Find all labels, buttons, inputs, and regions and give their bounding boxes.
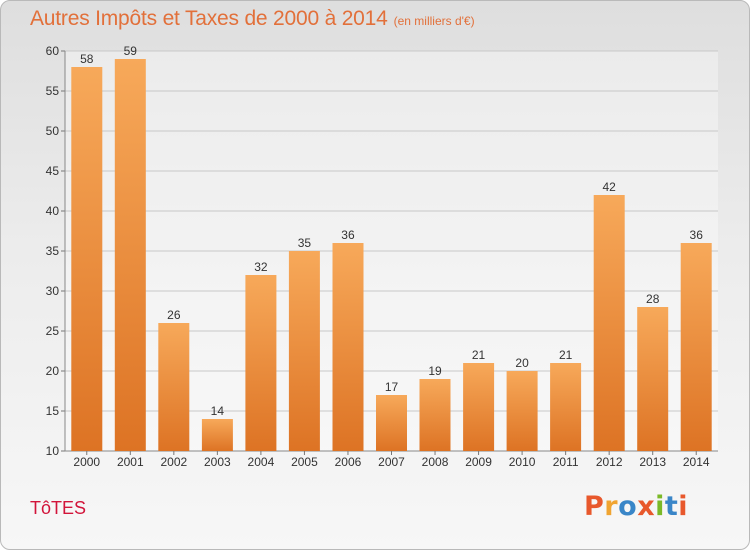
bar xyxy=(288,251,320,451)
x-tick-label: 2009 xyxy=(465,455,492,469)
x-tick-label: 2012 xyxy=(596,455,623,469)
logo-letter: i xyxy=(655,491,665,522)
data-label: 35 xyxy=(298,236,312,250)
data-label: 36 xyxy=(690,228,704,242)
labels-layer: 58 59 26 14 32 35 36 17 19 21 20 21 42 28 36 xyxy=(80,44,703,418)
bar xyxy=(376,395,407,451)
x-tick-label: 2013 xyxy=(639,455,666,469)
y-tick-label: 30 xyxy=(46,284,60,298)
x-tick-label: 2007 xyxy=(378,455,405,469)
chart-subtitle: (en milliers d'€) xyxy=(393,14,475,28)
bar xyxy=(71,67,103,451)
data-label: 28 xyxy=(646,292,660,306)
x-tick-label: 2011 xyxy=(553,455,579,469)
data-label: 58 xyxy=(80,52,94,66)
logo-letter: P xyxy=(584,491,605,522)
commune-name: TôTES xyxy=(30,498,87,518)
x-tick-label: 2008 xyxy=(422,455,449,469)
proxiti-logo[interactable]: Proxiti xyxy=(584,491,688,522)
bar xyxy=(506,371,538,451)
data-label: 36 xyxy=(341,228,355,242)
y-tick-label: 10 xyxy=(46,444,60,458)
y-tick-label: 60 xyxy=(46,44,60,58)
bar xyxy=(419,379,451,451)
bars-layer xyxy=(71,59,712,451)
logo-letter: t xyxy=(664,491,679,522)
x-tick-label: 2002 xyxy=(160,455,187,469)
axis-layer: 10 15 20 25 30 35 40 45 50 55 60 2000 2001 2002 2003 20… xyxy=(46,44,718,469)
title-row: Autres Impôts et Taxes de 2000 à 2014 (en… xyxy=(30,7,475,31)
bar xyxy=(201,419,233,451)
x-tick-label: 2003 xyxy=(204,455,231,469)
bar xyxy=(593,195,625,451)
x-tick-label: 2000 xyxy=(73,455,100,469)
bar xyxy=(158,323,190,451)
data-label: 20 xyxy=(515,356,529,370)
data-label: 59 xyxy=(124,44,138,58)
y-tick-label: 25 xyxy=(46,324,60,338)
y-tick-label: 15 xyxy=(46,404,60,418)
data-label: 19 xyxy=(428,364,442,378)
chart-title: Autres Impôts et Taxes de 2000 à 2014 xyxy=(30,7,388,30)
bar xyxy=(245,275,277,451)
y-tick-label: 45 xyxy=(46,164,60,178)
x-tick-label: 2001 xyxy=(117,455,144,469)
logo-letter: i xyxy=(678,491,689,522)
y-tick-label: 55 xyxy=(46,84,60,98)
y-tick-label: 35 xyxy=(46,244,60,258)
data-label: 32 xyxy=(254,260,268,274)
data-label: 42 xyxy=(602,180,616,194)
x-tick-label: 2010 xyxy=(509,455,536,469)
logo-letter: o xyxy=(618,491,638,522)
data-label: 21 xyxy=(559,348,573,362)
x-tick-label: 2005 xyxy=(291,455,318,469)
y-tick-label: 40 xyxy=(46,204,60,218)
data-label: 14 xyxy=(211,404,225,418)
bar xyxy=(114,59,146,451)
x-tick-label: 2004 xyxy=(248,455,275,469)
data-label: 26 xyxy=(167,308,181,322)
bar xyxy=(680,243,712,451)
data-label: 21 xyxy=(472,348,486,362)
y-tick-label: 50 xyxy=(46,124,60,138)
bar xyxy=(550,363,582,451)
bar xyxy=(637,307,669,451)
bar xyxy=(463,363,495,451)
logo-letter: r xyxy=(604,491,619,522)
x-tick-label: 2014 xyxy=(683,455,710,469)
data-label: 17 xyxy=(385,380,399,394)
bar xyxy=(332,243,364,451)
y-tick-label: 20 xyxy=(46,364,60,378)
x-tick-label: 2006 xyxy=(335,455,362,469)
logo-letter: x xyxy=(637,491,656,522)
